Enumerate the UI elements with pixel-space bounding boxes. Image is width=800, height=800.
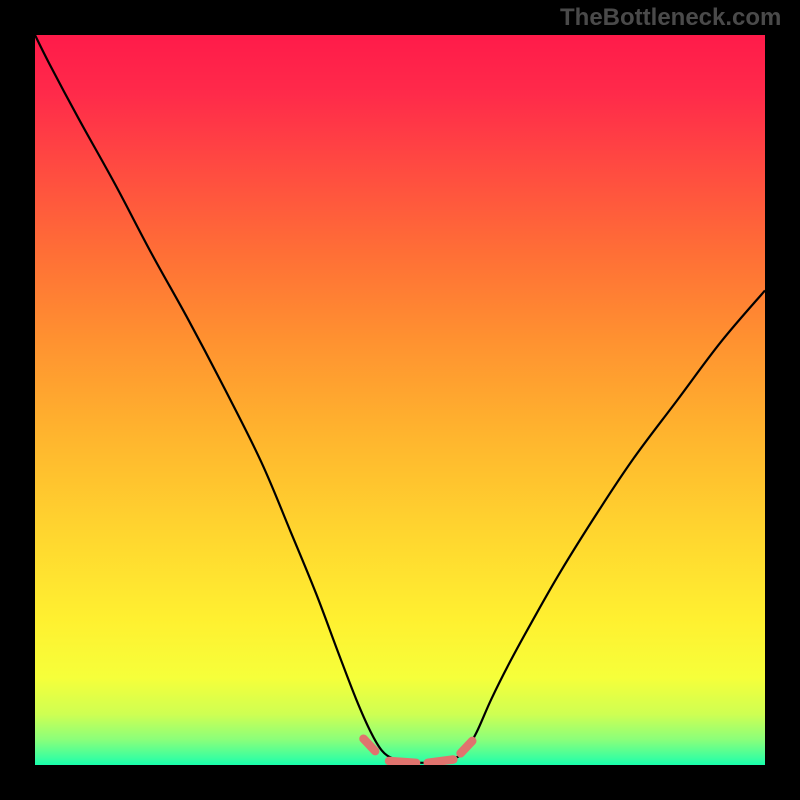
chart-background <box>35 35 765 765</box>
optimal-range-dash <box>389 761 416 763</box>
chart-area <box>35 35 765 765</box>
chart-svg <box>35 35 765 765</box>
optimal-range-dash <box>428 760 454 763</box>
watermark-text: TheBottleneck.com <box>560 4 781 32</box>
